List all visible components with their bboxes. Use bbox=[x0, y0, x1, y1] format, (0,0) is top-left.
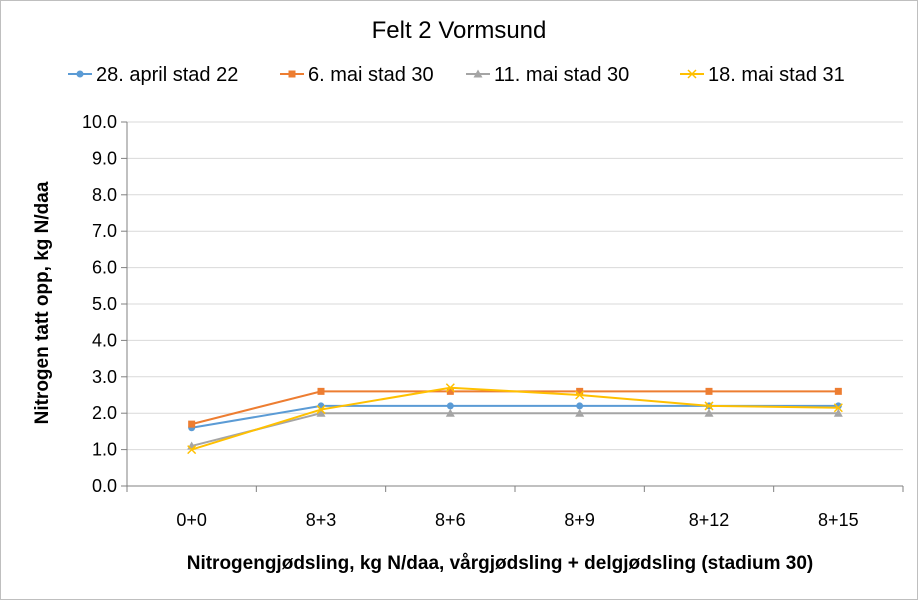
series-3 bbox=[187, 408, 843, 450]
data-point bbox=[705, 387, 713, 395]
axes bbox=[126, 122, 904, 492]
y-tick-label: 9.0 bbox=[92, 148, 117, 168]
y-tick-label: 5.0 bbox=[92, 294, 117, 314]
data-point bbox=[446, 402, 454, 410]
y-tick-label: 4.0 bbox=[92, 330, 117, 350]
data-point bbox=[575, 408, 585, 417]
y-tick-label: 10.0 bbox=[82, 112, 117, 132]
data-point bbox=[187, 445, 197, 455]
y-tick-labels: 0.0 1.0 2.0 3.0 4.0 5.0 6.0 7.0 8.0 9.0 10.0 bbox=[82, 112, 117, 496]
legend-item: 6. mai stad 30 bbox=[280, 64, 434, 86]
x-tick-labels: 0+0 8+3 8+6 8+9 8+12 8+15 bbox=[176, 510, 858, 530]
series-lines bbox=[187, 383, 843, 455]
data-point bbox=[445, 408, 455, 417]
legend-marker bbox=[76, 70, 84, 78]
data-point bbox=[576, 387, 584, 395]
x-tick-label: 8+3 bbox=[306, 510, 337, 530]
y-tick-label: 2.0 bbox=[92, 403, 117, 423]
data-point bbox=[575, 390, 585, 400]
legend: 28. april stad 22 6. mai stad 30 11. mai s… bbox=[68, 64, 845, 86]
data-point bbox=[316, 408, 326, 417]
series-line bbox=[191, 404, 839, 429]
data-point bbox=[446, 387, 454, 395]
data-point bbox=[704, 408, 714, 417]
y-tick-label: 3.0 bbox=[92, 367, 117, 387]
data-point bbox=[445, 383, 455, 393]
series-line bbox=[191, 386, 839, 451]
series-4 bbox=[187, 383, 843, 455]
legend-label: 28. april stad 22 bbox=[96, 64, 238, 86]
y-tick-label: 1.0 bbox=[92, 440, 117, 460]
series-line bbox=[191, 412, 839, 447]
chart-title: Felt 2 Vormsund bbox=[372, 17, 547, 44]
legend-marker bbox=[687, 69, 697, 79]
x-tick-label: 8+9 bbox=[564, 510, 595, 530]
x-axis-title: Nitrogengjødsling, kg N/daa, vårgjødslin… bbox=[187, 553, 814, 574]
legend-marker bbox=[473, 69, 483, 78]
x-tick-label: 8+12 bbox=[689, 510, 730, 530]
legend-label: 6. mai stad 30 bbox=[308, 64, 434, 86]
y-tick-label: 0.0 bbox=[92, 476, 117, 496]
legend-label: 11. mai stad 30 bbox=[494, 64, 629, 86]
data-point bbox=[834, 387, 842, 395]
gridlines bbox=[121, 121, 903, 487]
data-point bbox=[576, 402, 584, 410]
y-tick-label: 7.0 bbox=[92, 221, 117, 241]
data-point bbox=[188, 420, 196, 428]
y-axis-title: Nitrogen tatt opp, kg N/daa bbox=[32, 181, 53, 424]
data-point bbox=[317, 387, 325, 395]
x-tick-label: 0+0 bbox=[176, 510, 207, 530]
data-point bbox=[704, 401, 714, 411]
data-point bbox=[316, 405, 326, 415]
y-tick-label: 6.0 bbox=[92, 258, 117, 278]
data-point bbox=[833, 408, 843, 417]
data-point bbox=[833, 403, 843, 413]
y-tick-label: 8.0 bbox=[92, 185, 117, 205]
x-tick-label: 8+15 bbox=[818, 510, 859, 530]
legend-item: 11. mai stad 30 bbox=[466, 64, 629, 86]
legend-marker bbox=[288, 70, 296, 78]
legend-label: 18. mai stad 31 bbox=[708, 64, 845, 86]
legend-item: 28. april stad 22 bbox=[68, 64, 238, 86]
x-tick-label: 8+6 bbox=[435, 510, 466, 530]
legend-item: 18. mai stad 31 bbox=[680, 64, 845, 86]
